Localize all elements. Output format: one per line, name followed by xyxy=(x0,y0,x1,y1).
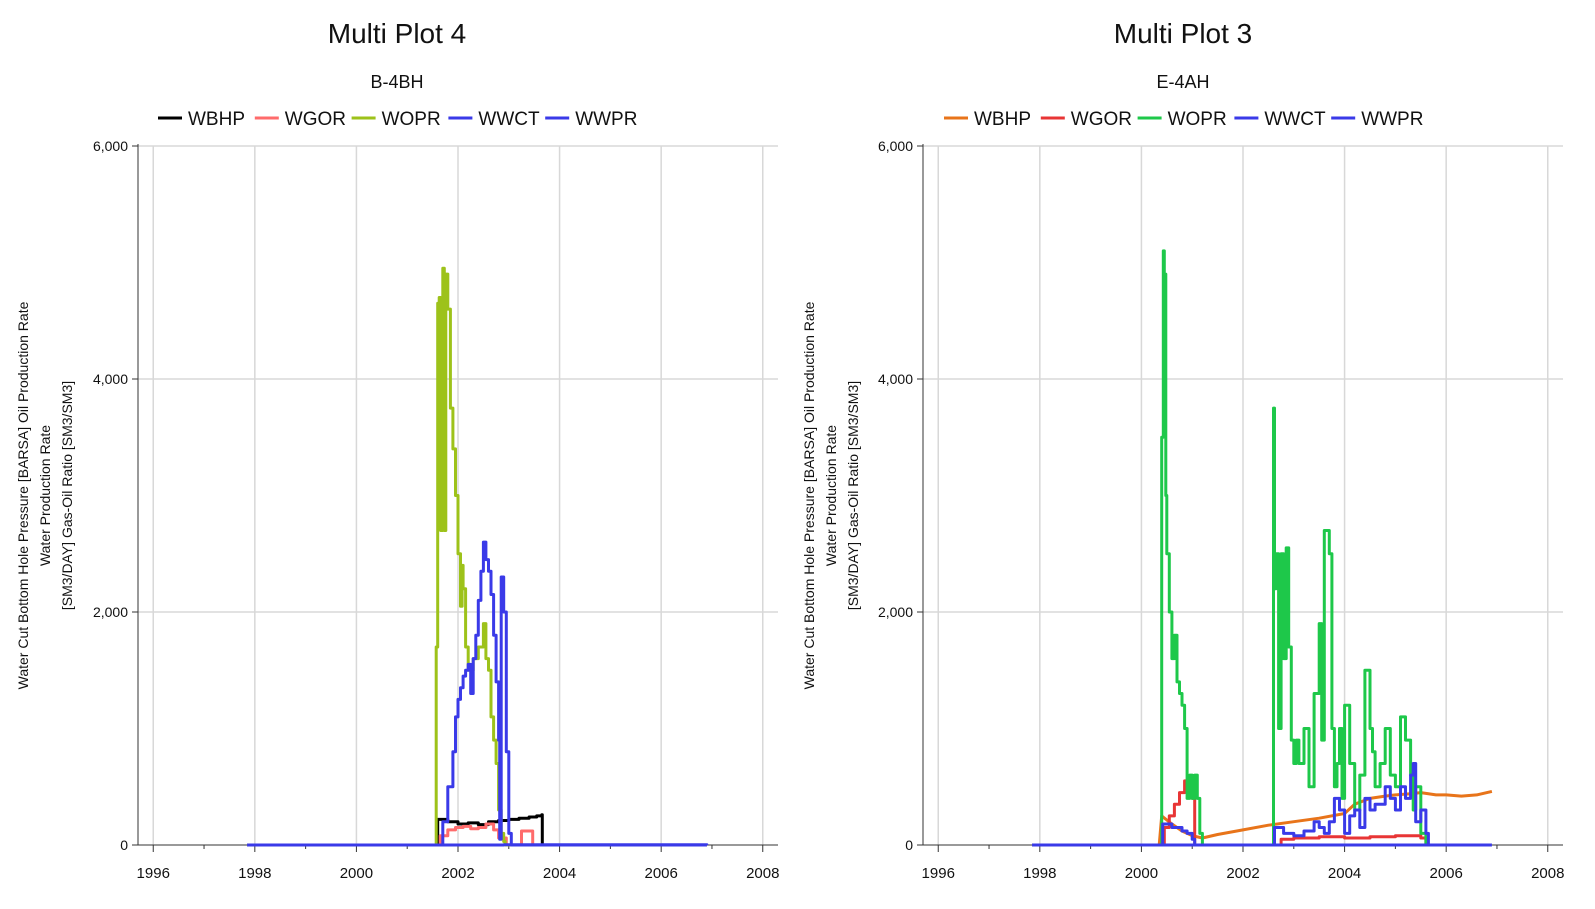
series-line-wwpr xyxy=(247,542,707,845)
x-tick-label: 1998 xyxy=(1023,865,1056,882)
chart-panel-2: Multi Plot 3 E-4AH WBHP WGOR WOPR WWCT WWPR 0 2,… xyxy=(801,18,1564,882)
x-tick-label: 2002 xyxy=(441,865,474,882)
legend-label: WWPR xyxy=(1361,109,1423,130)
x-tick-label: 2006 xyxy=(1429,865,1462,882)
y-axis-label-line: [SM3/DAY] Gas-Oil Ratio [SM3/SM3] xyxy=(845,381,861,610)
y-axis-label-line: Water Cut Bottom Hole Pressure [BARSA] O… xyxy=(15,301,31,689)
chart-title: Multi Plot 4 xyxy=(328,18,467,49)
series-group xyxy=(247,268,707,845)
chart-subtitle: B-4BH xyxy=(370,72,423,92)
y-tick-label: 0 xyxy=(905,837,913,853)
legend-entry: WWCT xyxy=(448,109,540,130)
x-tick-label: 1996 xyxy=(922,865,955,882)
legend-entry: WOPR xyxy=(352,109,441,130)
x-tick-label: 2004 xyxy=(1328,865,1361,882)
legend-entry: WWPR xyxy=(1331,109,1423,130)
chart-subtitle: E-4AH xyxy=(1156,72,1209,92)
y-axis-label-line: Water Production Rate xyxy=(823,425,839,566)
x-tick-label: 2000 xyxy=(340,865,373,882)
x-tick-label: 2000 xyxy=(1125,865,1158,882)
x-tick-label: 2008 xyxy=(746,865,779,882)
y-tick-label: 6,000 xyxy=(878,138,913,154)
series-line-wopr xyxy=(1032,251,1426,845)
y-tick-label: 0 xyxy=(120,837,128,853)
legend-label: WBHP xyxy=(974,109,1031,130)
legend-entry: WWPR xyxy=(545,109,637,130)
x-tick-label: 1998 xyxy=(238,865,271,882)
legend-label: WGOR xyxy=(285,109,346,130)
y-tick-label: 4,000 xyxy=(878,371,913,387)
chart-panel-1: Multi Plot 4 B-4BH WBHP WGOR WOPR WWCT WWPR 0 2,… xyxy=(15,18,779,882)
series-group xyxy=(1032,251,1492,845)
legend-label: WOPR xyxy=(1168,109,1227,130)
x-tick-label: 2006 xyxy=(644,865,677,882)
legend-label: WWCT xyxy=(478,109,540,130)
legend-entry: WOPR xyxy=(1138,109,1227,130)
legend-label: WBHP xyxy=(188,109,245,130)
y-axis-label-line: Water Production Rate xyxy=(37,425,53,566)
series-line-wgor xyxy=(247,824,707,845)
y-tick-label: 2,000 xyxy=(878,604,913,620)
y-axis-label-line: Water Cut Bottom Hole Pressure [BARSA] O… xyxy=(801,301,817,689)
x-tick-label: 2008 xyxy=(1531,865,1564,882)
legend-entry: WGOR xyxy=(255,109,346,130)
chart-title: Multi Plot 3 xyxy=(1114,18,1253,49)
legend-entry: WBHP xyxy=(944,109,1031,130)
series-line-wopr xyxy=(247,268,707,845)
legend-label: WWPR xyxy=(575,109,637,130)
series-line-wgor xyxy=(1032,780,1426,845)
legend-entry: WBHP xyxy=(158,109,245,130)
y-axis-label-line: [SM3/DAY] Gas-Oil Ratio [SM3/SM3] xyxy=(59,381,75,610)
y-tick-label: 6,000 xyxy=(93,138,128,154)
x-tick-label: 2004 xyxy=(543,865,576,882)
legend-entry: WWCT xyxy=(1234,109,1326,130)
y-tick-label: 2,000 xyxy=(93,604,128,620)
y-tick-label: 4,000 xyxy=(93,371,128,387)
x-tick-label: 2002 xyxy=(1226,865,1259,882)
legend-label: WGOR xyxy=(1071,109,1132,130)
legend-label: WOPR xyxy=(382,109,441,130)
legend-entry: WGOR xyxy=(1041,109,1132,130)
x-tick-label: 1996 xyxy=(137,865,170,882)
legend-label: WWCT xyxy=(1264,109,1326,130)
